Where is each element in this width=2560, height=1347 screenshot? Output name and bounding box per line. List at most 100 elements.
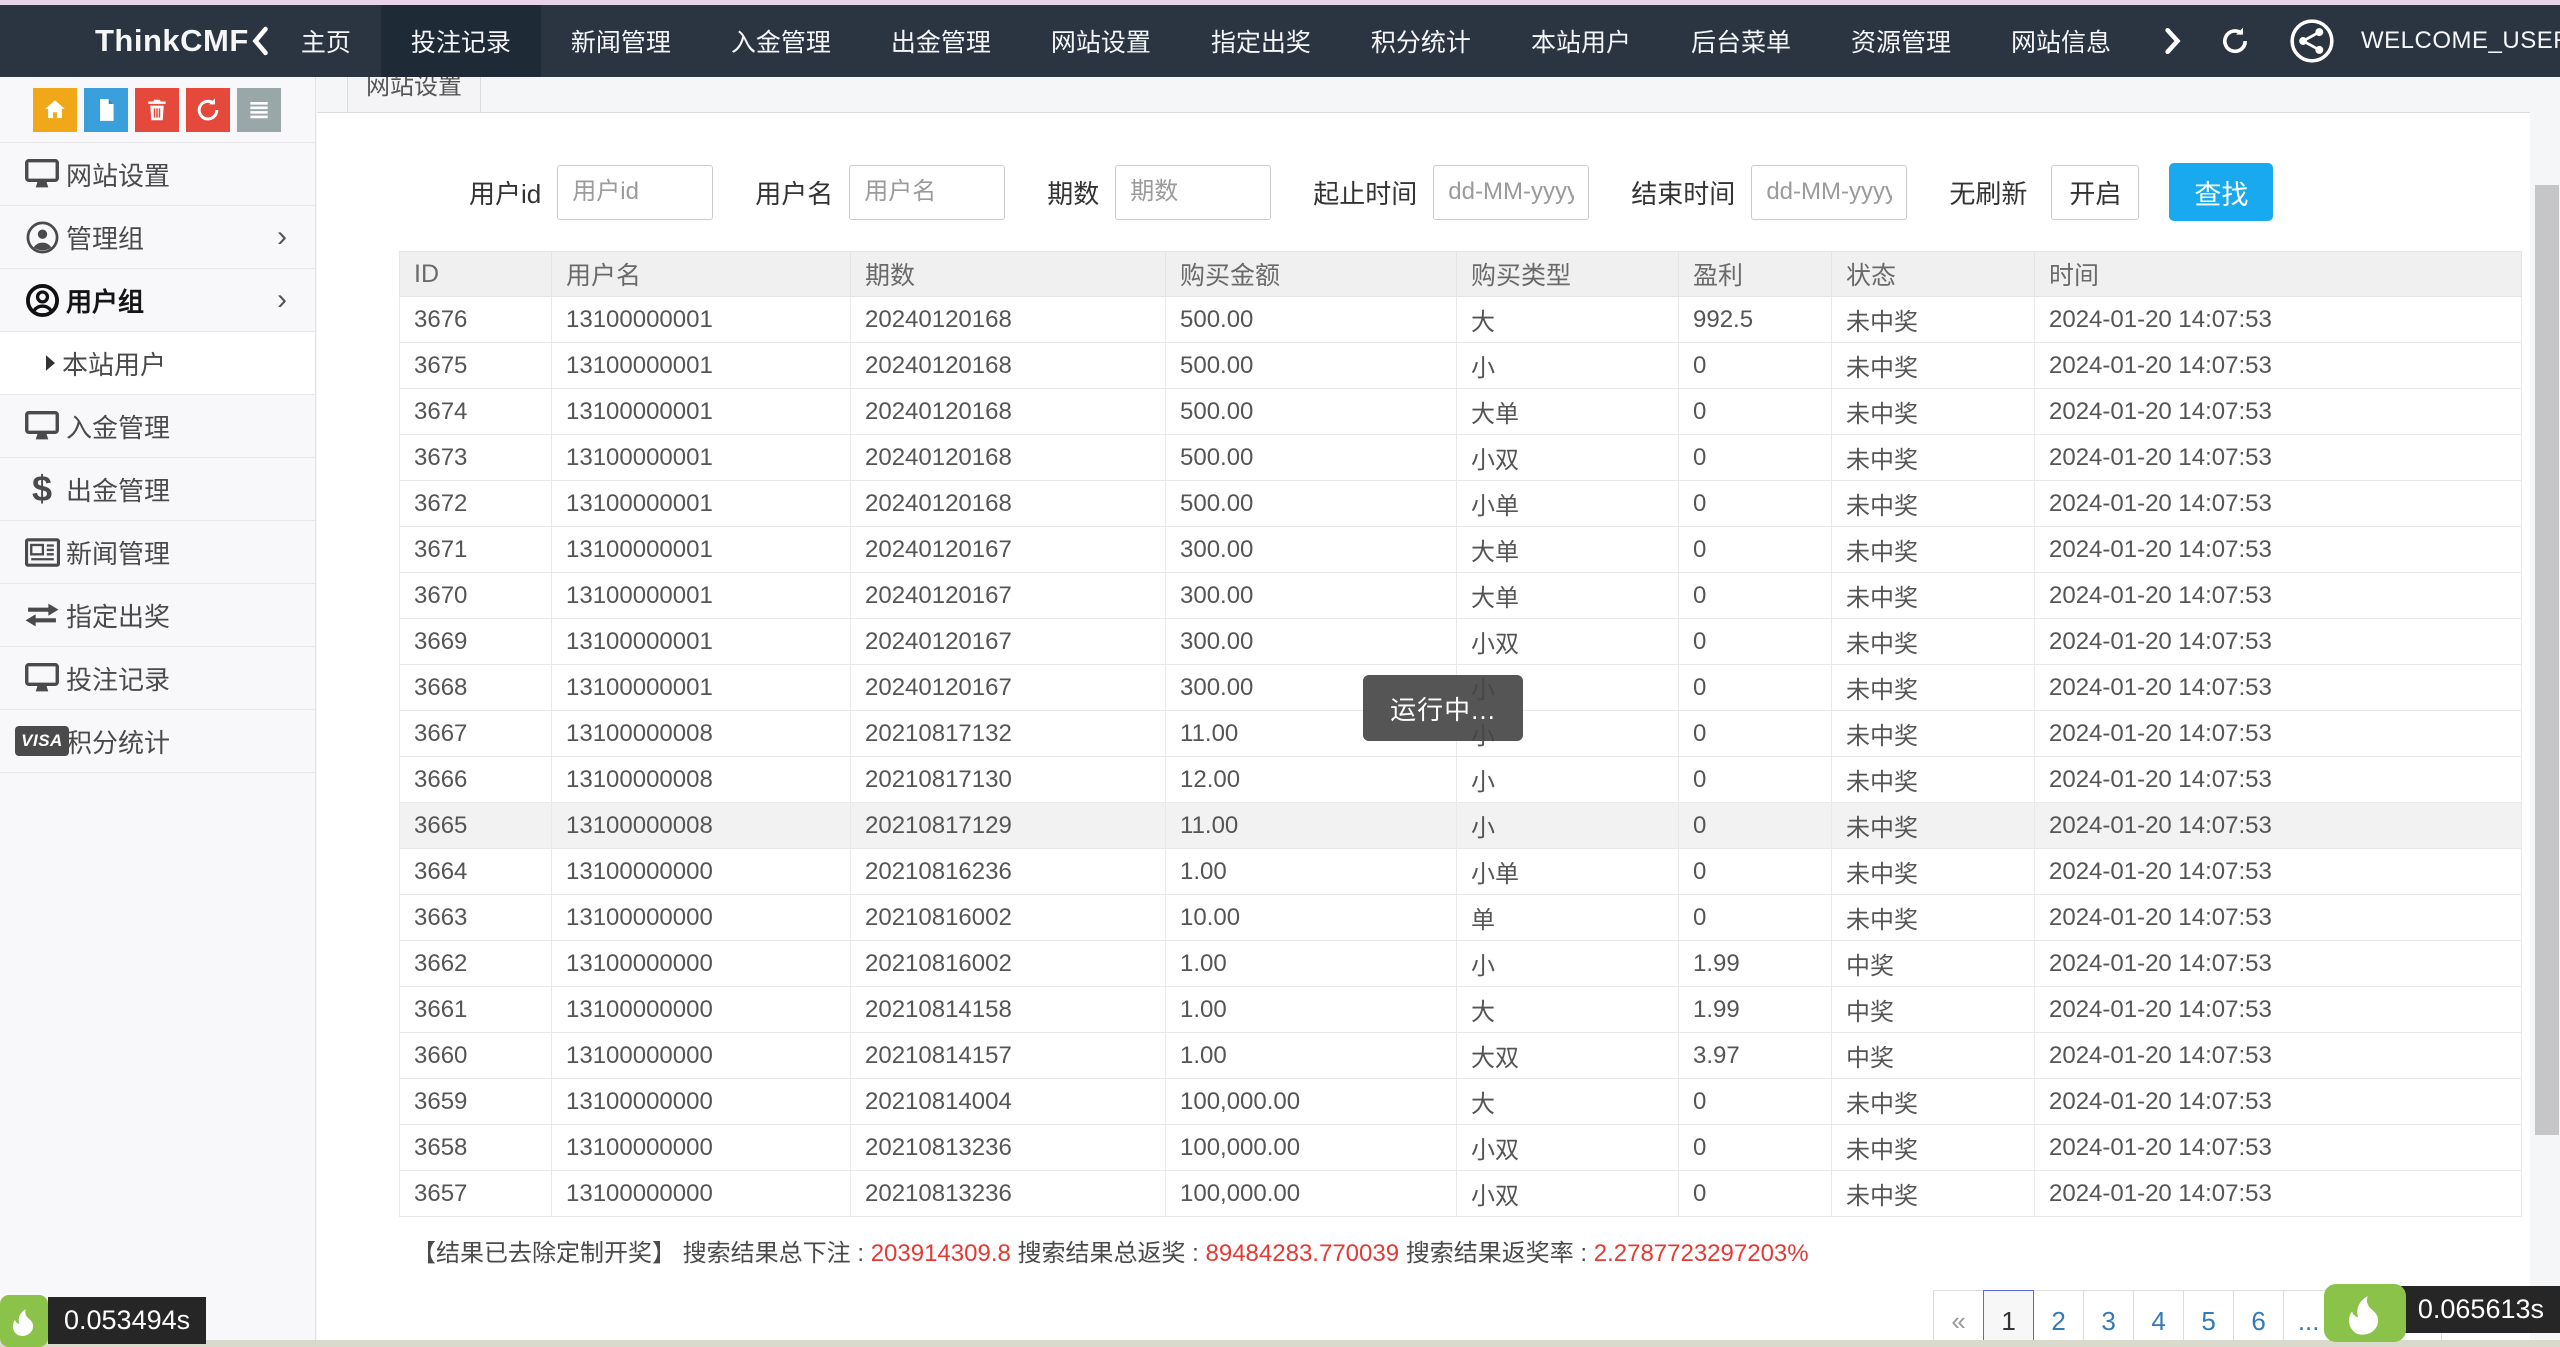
brand-logo[interactable]: ThinkCMF: [95, 23, 249, 58]
render-time-right: 0.065613s: [2391, 1286, 2560, 1333]
cell-period: 20240120167: [850, 618, 1166, 665]
top-menu-item[interactable]: 积分统计: [1341, 5, 1501, 77]
cell-period: 20210813236: [850, 1124, 1166, 1171]
thinkphp-flame-icon: [0, 1295, 48, 1347]
cell-period: 20240120168: [850, 342, 1166, 389]
top-menu-item-label: 入金管理: [730, 29, 831, 57]
top-menu-item[interactable]: 指定出奖: [1181, 5, 1341, 77]
page-button[interactable]: 1: [1983, 1290, 2035, 1347]
table-row: 3662 13100000000 20210816002 1.00 小 1.99…: [399, 940, 2522, 987]
search-input[interactable]: [1433, 164, 1590, 220]
avatar[interactable]: [2289, 18, 2335, 64]
file-icon[interactable]: [84, 88, 128, 132]
page-button[interactable]: 3: [2083, 1290, 2135, 1347]
cell-status: 未中奖: [1831, 894, 2035, 941]
cell-amount: 100,000.00: [1165, 1124, 1457, 1171]
sidebar-item[interactable]: 入金管理 ›: [0, 395, 315, 458]
scrollbar-thumb[interactable]: [2535, 185, 2559, 1135]
cell-time: 2024-01-20 14:07:53: [2034, 986, 2522, 1033]
cell-period: 20210817130: [850, 756, 1166, 803]
page-button[interactable]: «: [1933, 1290, 1985, 1347]
cell-profit: 0: [1678, 848, 1832, 895]
trash-icon[interactable]: [135, 88, 179, 132]
top-menu: 主页 投注记录 新闻管理 入金管理 出金管理 网站设置 指定出奖: [271, 5, 2141, 77]
cell-profit: 0: [1678, 526, 1832, 573]
cell-status: 未中奖: [1831, 802, 2035, 849]
top-menu-item-label: 投注记录: [410, 29, 511, 57]
cell-time: 2024-01-20 14:07:53: [2034, 1170, 2522, 1217]
sidebar-item[interactable]: 管理组 ›: [0, 206, 315, 269]
top-menu-item[interactable]: 主页: [271, 5, 381, 77]
cell-id: 3674: [399, 388, 552, 435]
recycle-icon[interactable]: [186, 88, 230, 132]
summary-value: 89484283.770039: [1205, 1240, 1400, 1267]
search-input[interactable]: [849, 164, 1006, 220]
user-dropdown[interactable]: WELCOME_USER: [2361, 27, 2560, 55]
cell-username: 13100000001: [551, 480, 851, 527]
sidebar-item[interactable]: $ 出金管理 ›: [0, 458, 315, 521]
window-top-strip: [0, 0, 2560, 5]
user-circle-icon: [20, 221, 64, 254]
cell-profit: 3.97: [1678, 1032, 1832, 1079]
cell-profit: 0: [1678, 756, 1832, 803]
cell-username: 13100000008: [551, 756, 851, 803]
search-button[interactable]: 查找: [2169, 163, 2274, 221]
top-menu-item[interactable]: 投注记录: [380, 5, 541, 77]
top-menu-item[interactable]: 后台菜单: [1661, 5, 1821, 77]
cell-time: 2024-01-20 14:07:53: [2034, 848, 2522, 895]
cell-profit: 0: [1678, 618, 1832, 665]
refresh-icon[interactable]: [2217, 23, 2253, 59]
top-menu-item[interactable]: 网站设置: [1021, 5, 1181, 77]
page-button[interactable]: 4: [2133, 1290, 2185, 1347]
search-field-group: 用户名: [755, 164, 1006, 220]
cell-type: 大双: [1456, 1032, 1679, 1079]
top-menu-item[interactable]: 本站用户: [1501, 5, 1661, 77]
top-menu-item[interactable]: 资源管理: [1821, 5, 1981, 77]
page-button[interactable]: 5: [2183, 1290, 2235, 1347]
field-label: 结束时间: [1631, 178, 1736, 209]
page-button[interactable]: 6: [2233, 1290, 2285, 1347]
nav-back-chevron-icon[interactable]: [249, 21, 271, 61]
top-menu-item[interactable]: 入金管理: [701, 5, 861, 77]
cell-type: 大单: [1456, 526, 1679, 573]
cell-type: 大: [1456, 986, 1679, 1033]
top-menu-item-label: 网站设置: [1050, 29, 1151, 57]
chevron-right-icon[interactable]: [2155, 23, 2191, 59]
cell-time: 2024-01-20 14:07:53: [2034, 802, 2522, 849]
sidebar-toolbar: [0, 77, 315, 143]
sidebar-item[interactable]: 指定出奖 ›: [0, 584, 315, 647]
sidebar-menu: 网站设置 › 管理组 › 用户组 › 本站用户 ›: [0, 143, 315, 773]
list-icon[interactable]: [237, 88, 281, 132]
top-menu-item-label: 积分统计: [1370, 29, 1471, 57]
search-input[interactable]: [557, 164, 714, 220]
field-label: 起止时间: [1313, 178, 1418, 209]
search-input[interactable]: [1751, 164, 1908, 220]
field-label: 用户名: [755, 178, 834, 209]
sidebar-item[interactable]: 本站用户 ›: [0, 332, 315, 395]
cell-username: 13100000001: [551, 434, 851, 481]
cell-status: 中奖: [1831, 986, 2035, 1033]
scrollbar-track[interactable]: [2534, 77, 2560, 1347]
column-header: ID: [399, 251, 552, 297]
sidebar-item[interactable]: VISA 积分统计 ›: [0, 710, 315, 773]
cell-type: 小双: [1456, 434, 1679, 481]
tab-site-settings[interactable]: 网站设置: [347, 77, 481, 112]
search-input[interactable]: [1115, 164, 1272, 220]
top-menu-item[interactable]: 出金管理: [861, 5, 1021, 77]
cell-amount: 10.00: [1165, 894, 1457, 941]
sidebar-item[interactable]: 用户组 ›: [0, 269, 315, 332]
top-menu-item[interactable]: 网站信息: [1981, 5, 2141, 77]
table-row: 3669 13100000001 20240120167 300.00 小双 0…: [399, 618, 2522, 665]
page-button[interactable]: 2: [2033, 1290, 2085, 1347]
sidebar-item[interactable]: 投注记录 ›: [0, 647, 315, 710]
newspaper-icon: [20, 537, 64, 567]
cell-period: 20240120168: [850, 480, 1166, 527]
top-menu-item[interactable]: 新闻管理: [541, 5, 701, 77]
search-field-group: 结束时间: [1631, 164, 1908, 220]
top-navbar: ThinkCMF 主页 投注记录 新闻管理 入金管理 出金管理: [0, 5, 2560, 77]
home-icon[interactable]: [33, 88, 77, 132]
sidebar-item[interactable]: 新闻管理 ›: [0, 521, 315, 584]
cell-status: 未中奖: [1831, 1078, 2035, 1125]
sidebar-item[interactable]: 网站设置 ›: [0, 143, 315, 206]
toggle-refresh-button[interactable]: 开启: [2051, 164, 2140, 220]
